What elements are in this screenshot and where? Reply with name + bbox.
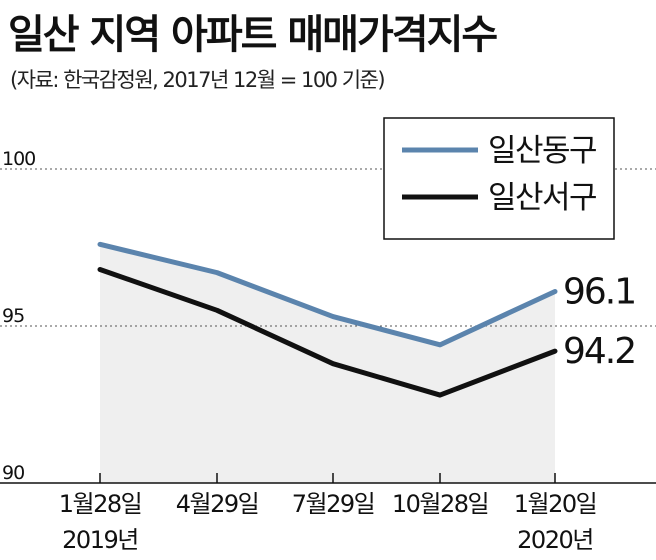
x-year-label-0: 2019년	[62, 526, 138, 554]
chart-title: 일산 지역 아파트 매매가격지수	[8, 12, 498, 58]
chart-subtitle: (자료: 한국감정원, 2017년 12월 = 100 기준)	[10, 68, 386, 92]
x-tick-label-4: 1월20일	[514, 490, 596, 518]
x-tick-label-1: 4월29일	[176, 490, 258, 518]
y-tick-label-90: 90	[2, 462, 24, 484]
y-tick-label-95: 95	[2, 305, 24, 327]
legend-box	[383, 117, 615, 240]
end-value-label-0: 96.1	[563, 271, 635, 312]
legend-label-0: 일산동구	[488, 133, 596, 169]
x-tick-label-2: 7월29일	[292, 490, 374, 518]
x-tick-label-0: 1월28일	[59, 490, 141, 518]
y-tick-label-100: 100	[2, 148, 35, 170]
x-tick-label-3: 10월28일	[392, 490, 488, 518]
legend-label-1: 일산서구	[488, 180, 596, 216]
end-value-label-1: 94.2	[563, 331, 635, 372]
x-year-label-4: 2020년	[517, 526, 593, 554]
